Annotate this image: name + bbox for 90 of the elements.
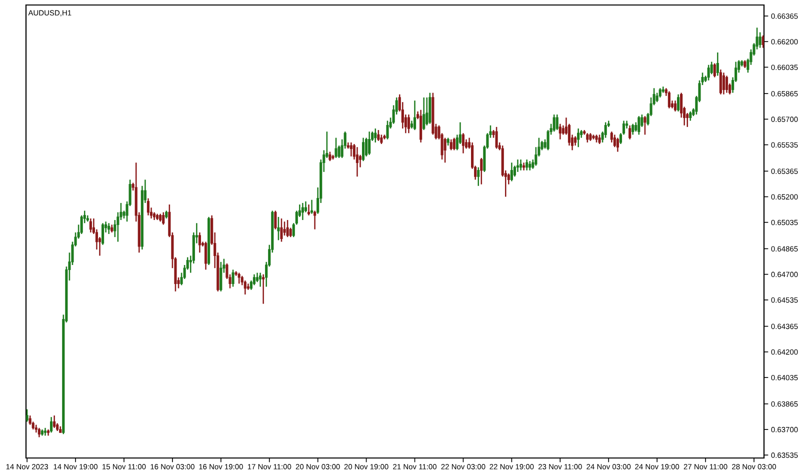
candlestick — [289, 227, 292, 238]
candlestick — [762, 34, 764, 48]
candlestick — [301, 202, 304, 221]
candlestick — [350, 142, 352, 158]
candlestick — [204, 241, 208, 270]
candlestick — [386, 120, 389, 140]
candlestick — [146, 198, 150, 216]
candlestick — [422, 96, 426, 131]
candlestick — [616, 137, 619, 152]
candlestick — [244, 280, 246, 296]
candlestick — [380, 134, 383, 145]
candlestick — [577, 128, 580, 148]
candlestick — [716, 52, 719, 76]
candlestick — [452, 137, 456, 151]
candlestick — [519, 158, 522, 171]
candlestick — [644, 115, 646, 136]
candlestick — [362, 137, 365, 162]
candlestick — [334, 137, 338, 159]
candlestick — [259, 272, 262, 288]
candlestick — [462, 132, 465, 154]
candlestick — [277, 216, 280, 241]
candlestick — [26, 408, 28, 422]
candlestick — [413, 100, 416, 131]
candlestick — [516, 158, 520, 173]
candlestick — [162, 212, 165, 226]
candlestick — [256, 272, 259, 283]
candlestick — [526, 158, 528, 171]
candlestick — [689, 110, 692, 122]
candlestick — [252, 274, 256, 286]
candlestick — [725, 75, 728, 94]
candlestick — [310, 199, 314, 214]
candlestick — [634, 122, 638, 132]
candlestick — [444, 137, 446, 164]
candlestick — [283, 220, 286, 236]
candlestick — [274, 210, 277, 230]
candlestick — [426, 96, 428, 126]
candlestick — [574, 136, 577, 146]
candlestick — [713, 62, 716, 78]
candlestick — [758, 32, 762, 48]
candlestick — [280, 218, 283, 242]
candlestick — [108, 222, 110, 235]
candlestick — [722, 72, 726, 95]
candlestick — [377, 129, 380, 142]
candlestick — [613, 134, 616, 148]
candlestick — [232, 269, 234, 288]
candlestick — [238, 272, 240, 284]
candlestick — [220, 261, 222, 292]
candlestick — [368, 130, 371, 156]
candlestick — [676, 94, 680, 112]
candlestick — [480, 157, 483, 185]
candlestick — [80, 214, 83, 235]
candlestick — [477, 166, 480, 187]
candlestick — [552, 114, 556, 132]
candlestick — [638, 115, 640, 136]
candlestick — [420, 109, 422, 144]
candlestick — [307, 204, 310, 216]
candlestick — [632, 123, 634, 136]
candlestick — [262, 274, 265, 304]
candlestick — [604, 122, 607, 138]
candlestick — [510, 162, 513, 182]
candlestick — [314, 210, 316, 230]
candlestick — [328, 151, 332, 162]
candlestick — [198, 232, 201, 254]
candlestick — [50, 416, 53, 434]
candlestick — [374, 128, 377, 144]
candlestick — [89, 218, 92, 234]
candlestick — [674, 100, 677, 112]
candlestick — [356, 146, 359, 178]
candlestick — [38, 427, 40, 438]
candlestick — [707, 64, 710, 82]
candlestick — [668, 90, 670, 109]
candlestick — [101, 222, 104, 246]
candlestick — [610, 130, 613, 144]
candlestick — [656, 92, 658, 103]
candlestick — [495, 126, 498, 150]
candlestick — [556, 114, 558, 131]
candlestick — [522, 162, 526, 171]
candlestick — [586, 132, 589, 144]
candlestick — [598, 134, 601, 145]
candlestick — [53, 414, 56, 429]
candlestick — [28, 414, 32, 426]
candlestick — [628, 124, 632, 140]
candlestick — [719, 68, 722, 95]
candlestick — [658, 88, 662, 98]
candlestick — [286, 219, 289, 238]
candlestick — [528, 160, 532, 171]
candlestick — [558, 123, 562, 140]
candlestick — [450, 138, 452, 151]
candlestick — [640, 114, 644, 128]
candlestick — [407, 114, 410, 134]
